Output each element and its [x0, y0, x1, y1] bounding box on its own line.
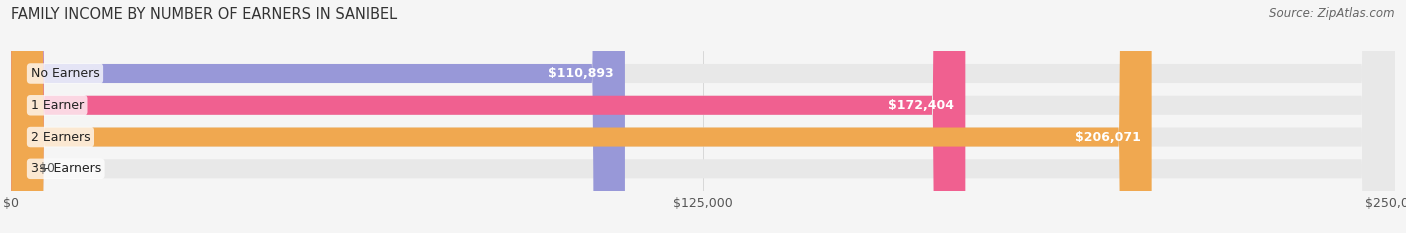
- Text: $206,071: $206,071: [1074, 130, 1140, 144]
- FancyBboxPatch shape: [11, 0, 1152, 233]
- Text: $0: $0: [39, 162, 55, 175]
- FancyBboxPatch shape: [11, 0, 1395, 233]
- FancyBboxPatch shape: [11, 0, 1395, 233]
- Text: Source: ZipAtlas.com: Source: ZipAtlas.com: [1270, 7, 1395, 20]
- Text: $172,404: $172,404: [889, 99, 955, 112]
- Text: No Earners: No Earners: [31, 67, 100, 80]
- Text: FAMILY INCOME BY NUMBER OF EARNERS IN SANIBEL: FAMILY INCOME BY NUMBER OF EARNERS IN SA…: [11, 7, 398, 22]
- Text: 3+ Earners: 3+ Earners: [31, 162, 101, 175]
- FancyBboxPatch shape: [11, 0, 1395, 233]
- FancyBboxPatch shape: [11, 0, 624, 233]
- Text: $110,893: $110,893: [548, 67, 614, 80]
- FancyBboxPatch shape: [11, 0, 966, 233]
- Text: 2 Earners: 2 Earners: [31, 130, 90, 144]
- FancyBboxPatch shape: [11, 0, 1395, 233]
- Text: 1 Earner: 1 Earner: [31, 99, 84, 112]
